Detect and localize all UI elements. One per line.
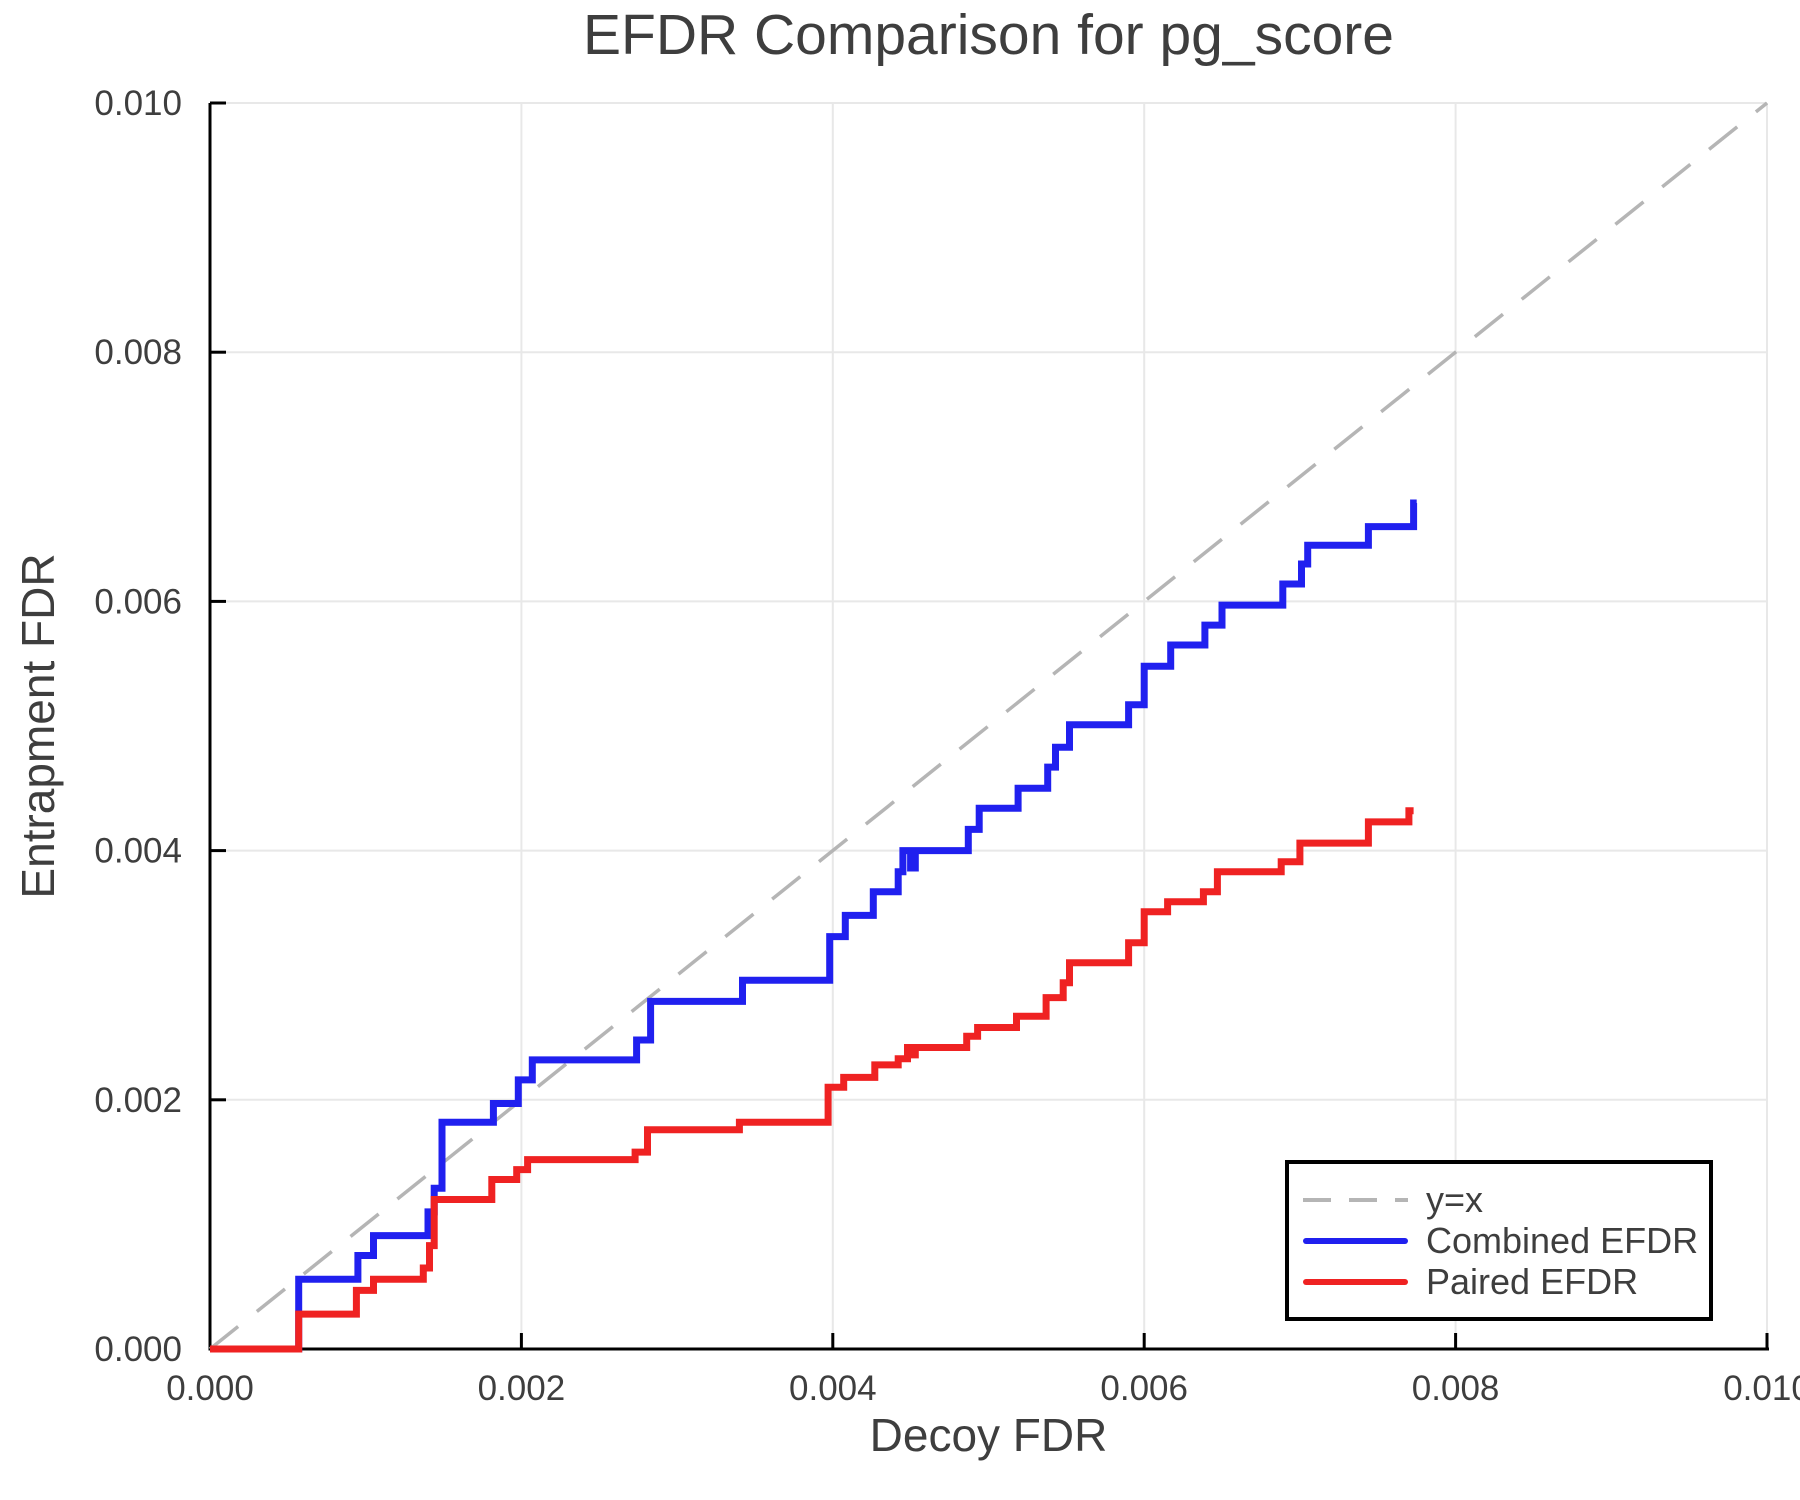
legend: y=x Combined EFDR Paired EFDR [1285, 1160, 1713, 1321]
y-tick-label: 0.010 [94, 84, 182, 123]
x-tick-label: 0.004 [789, 1369, 877, 1408]
legend-label-combined-efdr: Combined EFDR [1426, 1219, 1699, 1261]
x-tick-label: 0.006 [1100, 1369, 1188, 1408]
y-tick-label: 0.002 [94, 1081, 182, 1120]
yx-dashed-line-swatch [1303, 1197, 1408, 1202]
y-tick-label: 0.006 [94, 582, 182, 621]
y-tick-label: 0.004 [94, 832, 182, 871]
y-tick-label: 0.000 [94, 1330, 182, 1369]
legend-entry-yx: y=x [1303, 1179, 1709, 1220]
x-tick-label: 0.008 [1412, 1369, 1500, 1408]
legend-entry-paired-efdr: Paired EFDR [1303, 1261, 1709, 1302]
y-tick-label: 0.008 [94, 333, 182, 372]
x-axis-label: Decoy FDR [869, 1409, 1108, 1461]
legend-label-paired-efdr: Paired EFDR [1426, 1260, 1639, 1302]
x-tick-label: 0.002 [478, 1369, 566, 1408]
x-tick-label: 0.000 [166, 1369, 254, 1408]
series-combined-efdr [210, 499, 1418, 1353]
legend-entry-combined-efdr: Combined EFDR [1303, 1220, 1709, 1261]
x-tick-label: 0.010 [1723, 1369, 1800, 1408]
series-paired-efdr [210, 807, 1414, 1353]
combined-efdr-line-swatch [1303, 1237, 1408, 1244]
legend-label-yx: y=x [1426, 1178, 1484, 1220]
chart-title: EFDR Comparison for pg_score [583, 3, 1394, 67]
y-axis-label: Entrapment FDR [12, 553, 64, 899]
paired-efdr-line-swatch [1303, 1278, 1408, 1285]
series-y-x [208, 101, 1769, 1351]
